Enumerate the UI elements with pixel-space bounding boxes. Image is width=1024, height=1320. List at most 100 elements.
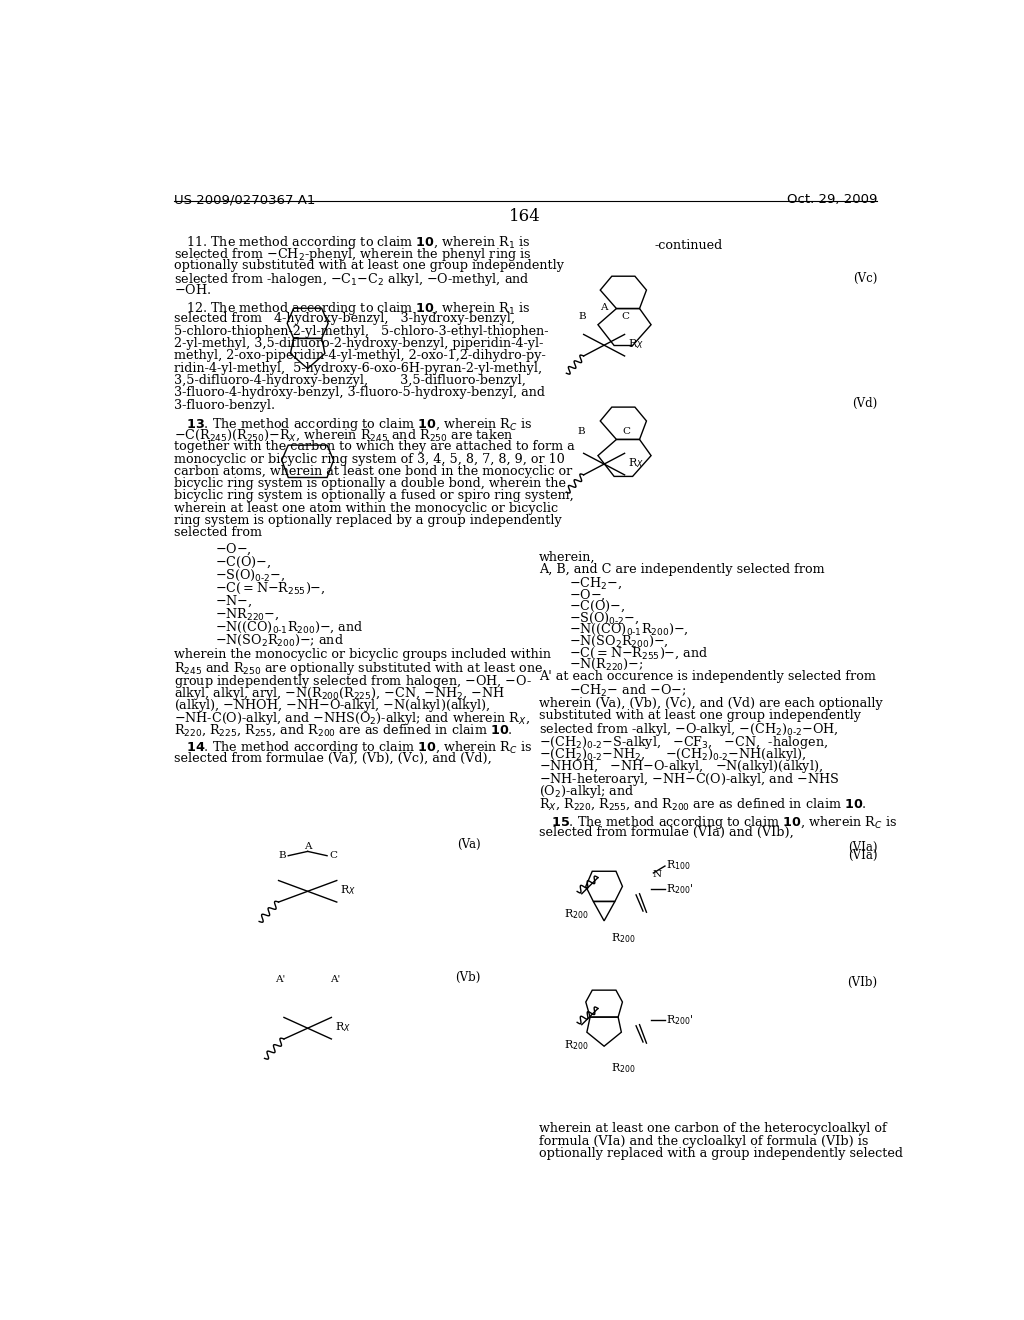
Text: carbon atoms, wherein at least one bond in the monocyclic or: carbon atoms, wherein at least one bond … xyxy=(174,465,572,478)
Text: R$_{200}$: R$_{200}$ xyxy=(611,1061,636,1076)
Text: bicyclic ring system is optionally a fused or spiro ring system,: bicyclic ring system is optionally a fus… xyxy=(174,490,574,503)
Text: $\mathbf{15}$. The method according to claim $\mathbf{10}$, wherein R$_C$ is: $\mathbf{15}$. The method according to c… xyxy=(539,813,897,830)
Text: (VIa): (VIa) xyxy=(848,841,878,854)
Text: B: B xyxy=(579,313,587,321)
Text: selected from formulae (VIa) and (VIb),: selected from formulae (VIa) and (VIb), xyxy=(539,826,794,840)
Text: $-$O$-$,: $-$O$-$, xyxy=(215,541,252,557)
Text: $\mathbf{14}$. The method according to claim $\mathbf{10}$, wherein R$_C$ is: $\mathbf{14}$. The method according to c… xyxy=(174,739,532,756)
Text: $-$CH$_2$$-$,: $-$CH$_2$$-$, xyxy=(569,576,623,591)
Text: $-$N(SO$_2$R$_{200}$)$-$,: $-$N(SO$_2$R$_{200}$)$-$, xyxy=(569,634,670,649)
Text: A: A xyxy=(600,304,608,312)
Text: $-$(CH$_2$)$_{0\text{-}2}$$-$NH$_2$,     $-$(CH$_2$)$_{0\text{-}2}$$-$NH(alkyl),: $-$(CH$_2$)$_{0\text{-}2}$$-$NH$_2$, $-$… xyxy=(539,746,806,763)
Text: R$_X$: R$_X$ xyxy=(340,883,356,898)
Text: $-$OH.: $-$OH. xyxy=(174,284,212,297)
Text: $-$C(R$_{245}$)(R$_{250}$)$-$R$_X$, wherein R$_{245}$ and R$_{250}$ are taken: $-$C(R$_{245}$)(R$_{250}$)$-$R$_X$, wher… xyxy=(174,428,514,444)
Text: (Va): (Va) xyxy=(458,838,481,850)
Text: substituted with at least one group independently: substituted with at least one group inde… xyxy=(539,709,860,722)
Text: A' at each occurence is independently selected from: A' at each occurence is independently se… xyxy=(539,671,876,684)
Text: C: C xyxy=(622,313,630,321)
Text: methyl, 2-oxo-piperidin-4-yl-methyl, 2-oxo-1,2-dihydro-py-: methyl, 2-oxo-piperidin-4-yl-methyl, 2-o… xyxy=(174,350,546,363)
Text: selected from -alkyl, $-$O-alkyl, $-$(CH$_2$)$_{0\text{-}2}$$-$OH,: selected from -alkyl, $-$O-alkyl, $-$(CH… xyxy=(539,721,839,738)
Text: $-$NHOH,   $-$NH$-$O-alkyl,   $-$N(alkyl)(alkyl),: $-$NHOH, $-$NH$-$O-alkyl, $-$N(alkyl)(al… xyxy=(539,758,822,775)
Text: formula (VIa) and the cycloalkyl of formula (VIb) is: formula (VIa) and the cycloalkyl of form… xyxy=(539,1135,868,1148)
Text: $-$C(O)$-$,: $-$C(O)$-$, xyxy=(215,554,271,570)
Text: A': A' xyxy=(274,975,285,985)
Text: (Vd): (Vd) xyxy=(852,397,878,411)
Text: R$_{200}$': R$_{200}$' xyxy=(666,1014,693,1027)
Text: together with the carbon to which they are attached to form a: together with the carbon to which they a… xyxy=(174,441,575,453)
Text: $-$N((CO)$_{0\text{-}1}$R$_{200}$)$-$, and: $-$N((CO)$_{0\text{-}1}$R$_{200}$)$-$, a… xyxy=(215,619,364,635)
Text: $-$S(O)$_{0\text{-}2}$$-$,: $-$S(O)$_{0\text{-}2}$$-$, xyxy=(569,610,640,626)
Text: R$_{245}$ and R$_{250}$ are optionally substituted with at least one: R$_{245}$ and R$_{250}$ are optionally s… xyxy=(174,660,544,677)
Text: 3-fluoro-benzyl.: 3-fluoro-benzyl. xyxy=(174,399,275,412)
Text: A, B, and C are independently selected from: A, B, and C are independently selected f… xyxy=(539,564,824,577)
Text: selected from   4-hydroxy-benzyl,   3-hydroxy-benzyl,: selected from 4-hydroxy-benzyl, 3-hydrox… xyxy=(174,313,515,326)
Text: selected from formulae (Va), (Vb), (Vc), and (Vd),: selected from formulae (Va), (Vb), (Vc),… xyxy=(174,751,493,764)
Text: ridin-4-yl-methyl,  5-hydroxy-6-oxo-6H-pyran-2-yl-methyl,: ridin-4-yl-methyl, 5-hydroxy-6-oxo-6H-py… xyxy=(174,362,543,375)
Text: C: C xyxy=(330,851,338,861)
Text: $-$C(O)$-$,: $-$C(O)$-$, xyxy=(569,599,626,614)
Text: C: C xyxy=(623,428,631,436)
Text: $-$(CH$_2$)$_{0\text{-}2}$$-$S-alkyl,   $-$CF$_3$,   $-$CN,  -halogen,: $-$(CH$_2$)$_{0\text{-}2}$$-$S-alkyl, $-… xyxy=(539,734,828,751)
Text: R$_{200}$: R$_{200}$ xyxy=(564,908,589,921)
Text: wherein at least one carbon of the heterocycloalkyl of: wherein at least one carbon of the heter… xyxy=(539,1122,887,1135)
Text: N: N xyxy=(652,870,662,879)
Text: 2-yl-methyl, 3,5-difluoro-2-hydroxy-benzyl, piperidin-4-yl-: 2-yl-methyl, 3,5-difluoro-2-hydroxy-benz… xyxy=(174,337,544,350)
Text: A: A xyxy=(304,842,311,851)
Text: optionally replaced with a group independently selected: optionally replaced with a group indepen… xyxy=(539,1147,903,1160)
Text: $-$N(R$_{220}$)$-$;: $-$N(R$_{220}$)$-$; xyxy=(569,656,644,672)
Text: 164: 164 xyxy=(509,209,541,226)
Text: $-$NH-heteroaryl, $-$NH$-$C(O)-alkyl, and $-$NHS: $-$NH-heteroaryl, $-$NH$-$C(O)-alkyl, an… xyxy=(539,771,839,788)
Text: Oct. 29, 2009: Oct. 29, 2009 xyxy=(787,193,878,206)
Text: A': A' xyxy=(331,975,341,985)
Text: R$_X$, R$_{220}$, R$_{255}$, and R$_{200}$ are as defined in claim $\mathbf{10}$: R$_X$, R$_{220}$, R$_{255}$, and R$_{200… xyxy=(539,797,866,812)
Text: 5-chloro-thiophen-2-yl-methyl,   5-chloro-3-ethyl-thiophen-: 5-chloro-thiophen-2-yl-methyl, 5-chloro-… xyxy=(174,325,549,338)
Text: R$_X$: R$_X$ xyxy=(628,337,644,351)
Text: $-$S(O)$_{0\text{-}2}$$-$,: $-$S(O)$_{0\text{-}2}$$-$, xyxy=(215,568,286,582)
Text: $-$N(SO$_2$R$_{200}$)$-$; and: $-$N(SO$_2$R$_{200}$)$-$; and xyxy=(215,632,344,648)
Text: alkyl, alkyl, aryl, $-$N(R$_{200}$(R$_{225}$), $-$CN, $-$NH$_2$, $-$NH: alkyl, alkyl, aryl, $-$N(R$_{200}$(R$_{2… xyxy=(174,685,506,702)
Text: $-$N$-$,: $-$N$-$, xyxy=(215,594,253,609)
Text: 3-fluoro-4-hydroxy-benzyl, 3-fluoro-5-hydroxy-benzyl, and: 3-fluoro-4-hydroxy-benzyl, 3-fluoro-5-hy… xyxy=(174,387,546,400)
Text: selected from -halogen, $-$C$_1$$-$C$_2$ alkyl, $-$O-methyl, and: selected from -halogen, $-$C$_1$$-$C$_2$… xyxy=(174,271,530,288)
Text: B: B xyxy=(278,851,286,861)
Text: (alkyl), $-$NHOH, $-$NH$-$O-alkyl, $-$N(alkyl)(alkyl),: (alkyl), $-$NHOH, $-$NH$-$O-alkyl, $-$N(… xyxy=(174,697,490,714)
Text: R$_{100}$: R$_{100}$ xyxy=(666,858,691,871)
Text: bicyclic ring system is optionally a double bond, wherein the: bicyclic ring system is optionally a dou… xyxy=(174,478,566,490)
Text: selected from $-$CH$_2$-phenyl, wherein the phenyl ring is: selected from $-$CH$_2$-phenyl, wherein … xyxy=(174,246,531,263)
Text: $-$NH-C(O)-alkyl, and $-$NHS(O$_2$)-alkyl; and wherein R$_X$,: $-$NH-C(O)-alkyl, and $-$NHS(O$_2$)-alky… xyxy=(174,710,530,727)
Text: (VIa): (VIa) xyxy=(848,849,878,862)
Text: 3,5-difluoro-4-hydroxy-benzyl,        3,5-difluoro-benzyl,: 3,5-difluoro-4-hydroxy-benzyl, 3,5-diflu… xyxy=(174,374,526,387)
Text: R$_{220}$, R$_{225}$, R$_{255}$, and R$_{200}$ are as defined in claim $\mathbf{: R$_{220}$, R$_{225}$, R$_{255}$, and R$_… xyxy=(174,722,513,738)
Text: (O$_2$)-alkyl; and: (O$_2$)-alkyl; and xyxy=(539,783,634,800)
Text: $-$NR$_{220}$$-$,: $-$NR$_{220}$$-$, xyxy=(215,607,280,622)
Text: wherein at least one atom within the monocyclic or bicyclic: wherein at least one atom within the mon… xyxy=(174,502,558,515)
Text: wherein,: wherein, xyxy=(539,552,595,564)
Text: 12. The method according to claim $\mathbf{10}$, wherein R$_1$ is: 12. The method according to claim $\math… xyxy=(174,300,530,317)
Text: B: B xyxy=(578,428,586,436)
Text: R$_X$: R$_X$ xyxy=(335,1020,350,1034)
Text: (Vc): (Vc) xyxy=(853,272,878,285)
Text: R$_{200}$: R$_{200}$ xyxy=(611,931,636,945)
Text: $-$O$-$,: $-$O$-$, xyxy=(569,587,606,603)
Text: $-$CH$_2$$-$ and $-$O$-$;: $-$CH$_2$$-$ and $-$O$-$; xyxy=(569,682,687,698)
Text: ring system is optionally replaced by a group independently: ring system is optionally replaced by a … xyxy=(174,515,562,527)
Text: selected from: selected from xyxy=(174,527,262,540)
Text: $\mathbf{13}$. The method according to claim $\mathbf{10}$, wherein R$_C$ is: $\mathbf{13}$. The method according to c… xyxy=(174,416,532,433)
Text: $-$C($=$N$-$R$_{255}$)$-$,: $-$C($=$N$-$R$_{255}$)$-$, xyxy=(215,581,326,595)
Text: US 2009/0270367 A1: US 2009/0270367 A1 xyxy=(174,193,315,206)
Text: R$_{200}$': R$_{200}$' xyxy=(666,882,693,896)
Text: $-$N((CO)$_{0\text{-}1}$R$_{200}$)$-$,: $-$N((CO)$_{0\text{-}1}$R$_{200}$)$-$, xyxy=(569,622,689,638)
Text: wherein (Va), (Vb), (Vc), and (Vd) are each optionally: wherein (Va), (Vb), (Vc), and (Vd) are e… xyxy=(539,697,883,710)
Text: (VIb): (VIb) xyxy=(847,977,878,989)
Text: group independently selected from halogen, $-$OH, $-$O-: group independently selected from haloge… xyxy=(174,673,532,690)
Text: (Vb): (Vb) xyxy=(456,970,481,983)
Text: monocyclic or bicyclic ring system of 3, 4, 5, 8, 7, 8, 9, or 10: monocyclic or bicyclic ring system of 3,… xyxy=(174,453,565,466)
Text: -continued: -continued xyxy=(654,239,722,252)
Text: R$_{200}$: R$_{200}$ xyxy=(564,1039,589,1052)
Text: R$_X$: R$_X$ xyxy=(628,457,644,470)
Text: optionally substituted with at least one group independently: optionally substituted with at least one… xyxy=(174,259,564,272)
Text: $-$C($=$N$-$R$_{255}$)$-$, and: $-$C($=$N$-$R$_{255}$)$-$, and xyxy=(569,645,709,660)
Text: wherein the monocyclic or bicyclic groups included within: wherein the monocyclic or bicyclic group… xyxy=(174,648,552,661)
Text: 11. The method according to claim $\mathbf{10}$, wherein R$_1$ is: 11. The method according to claim $\math… xyxy=(174,234,530,251)
